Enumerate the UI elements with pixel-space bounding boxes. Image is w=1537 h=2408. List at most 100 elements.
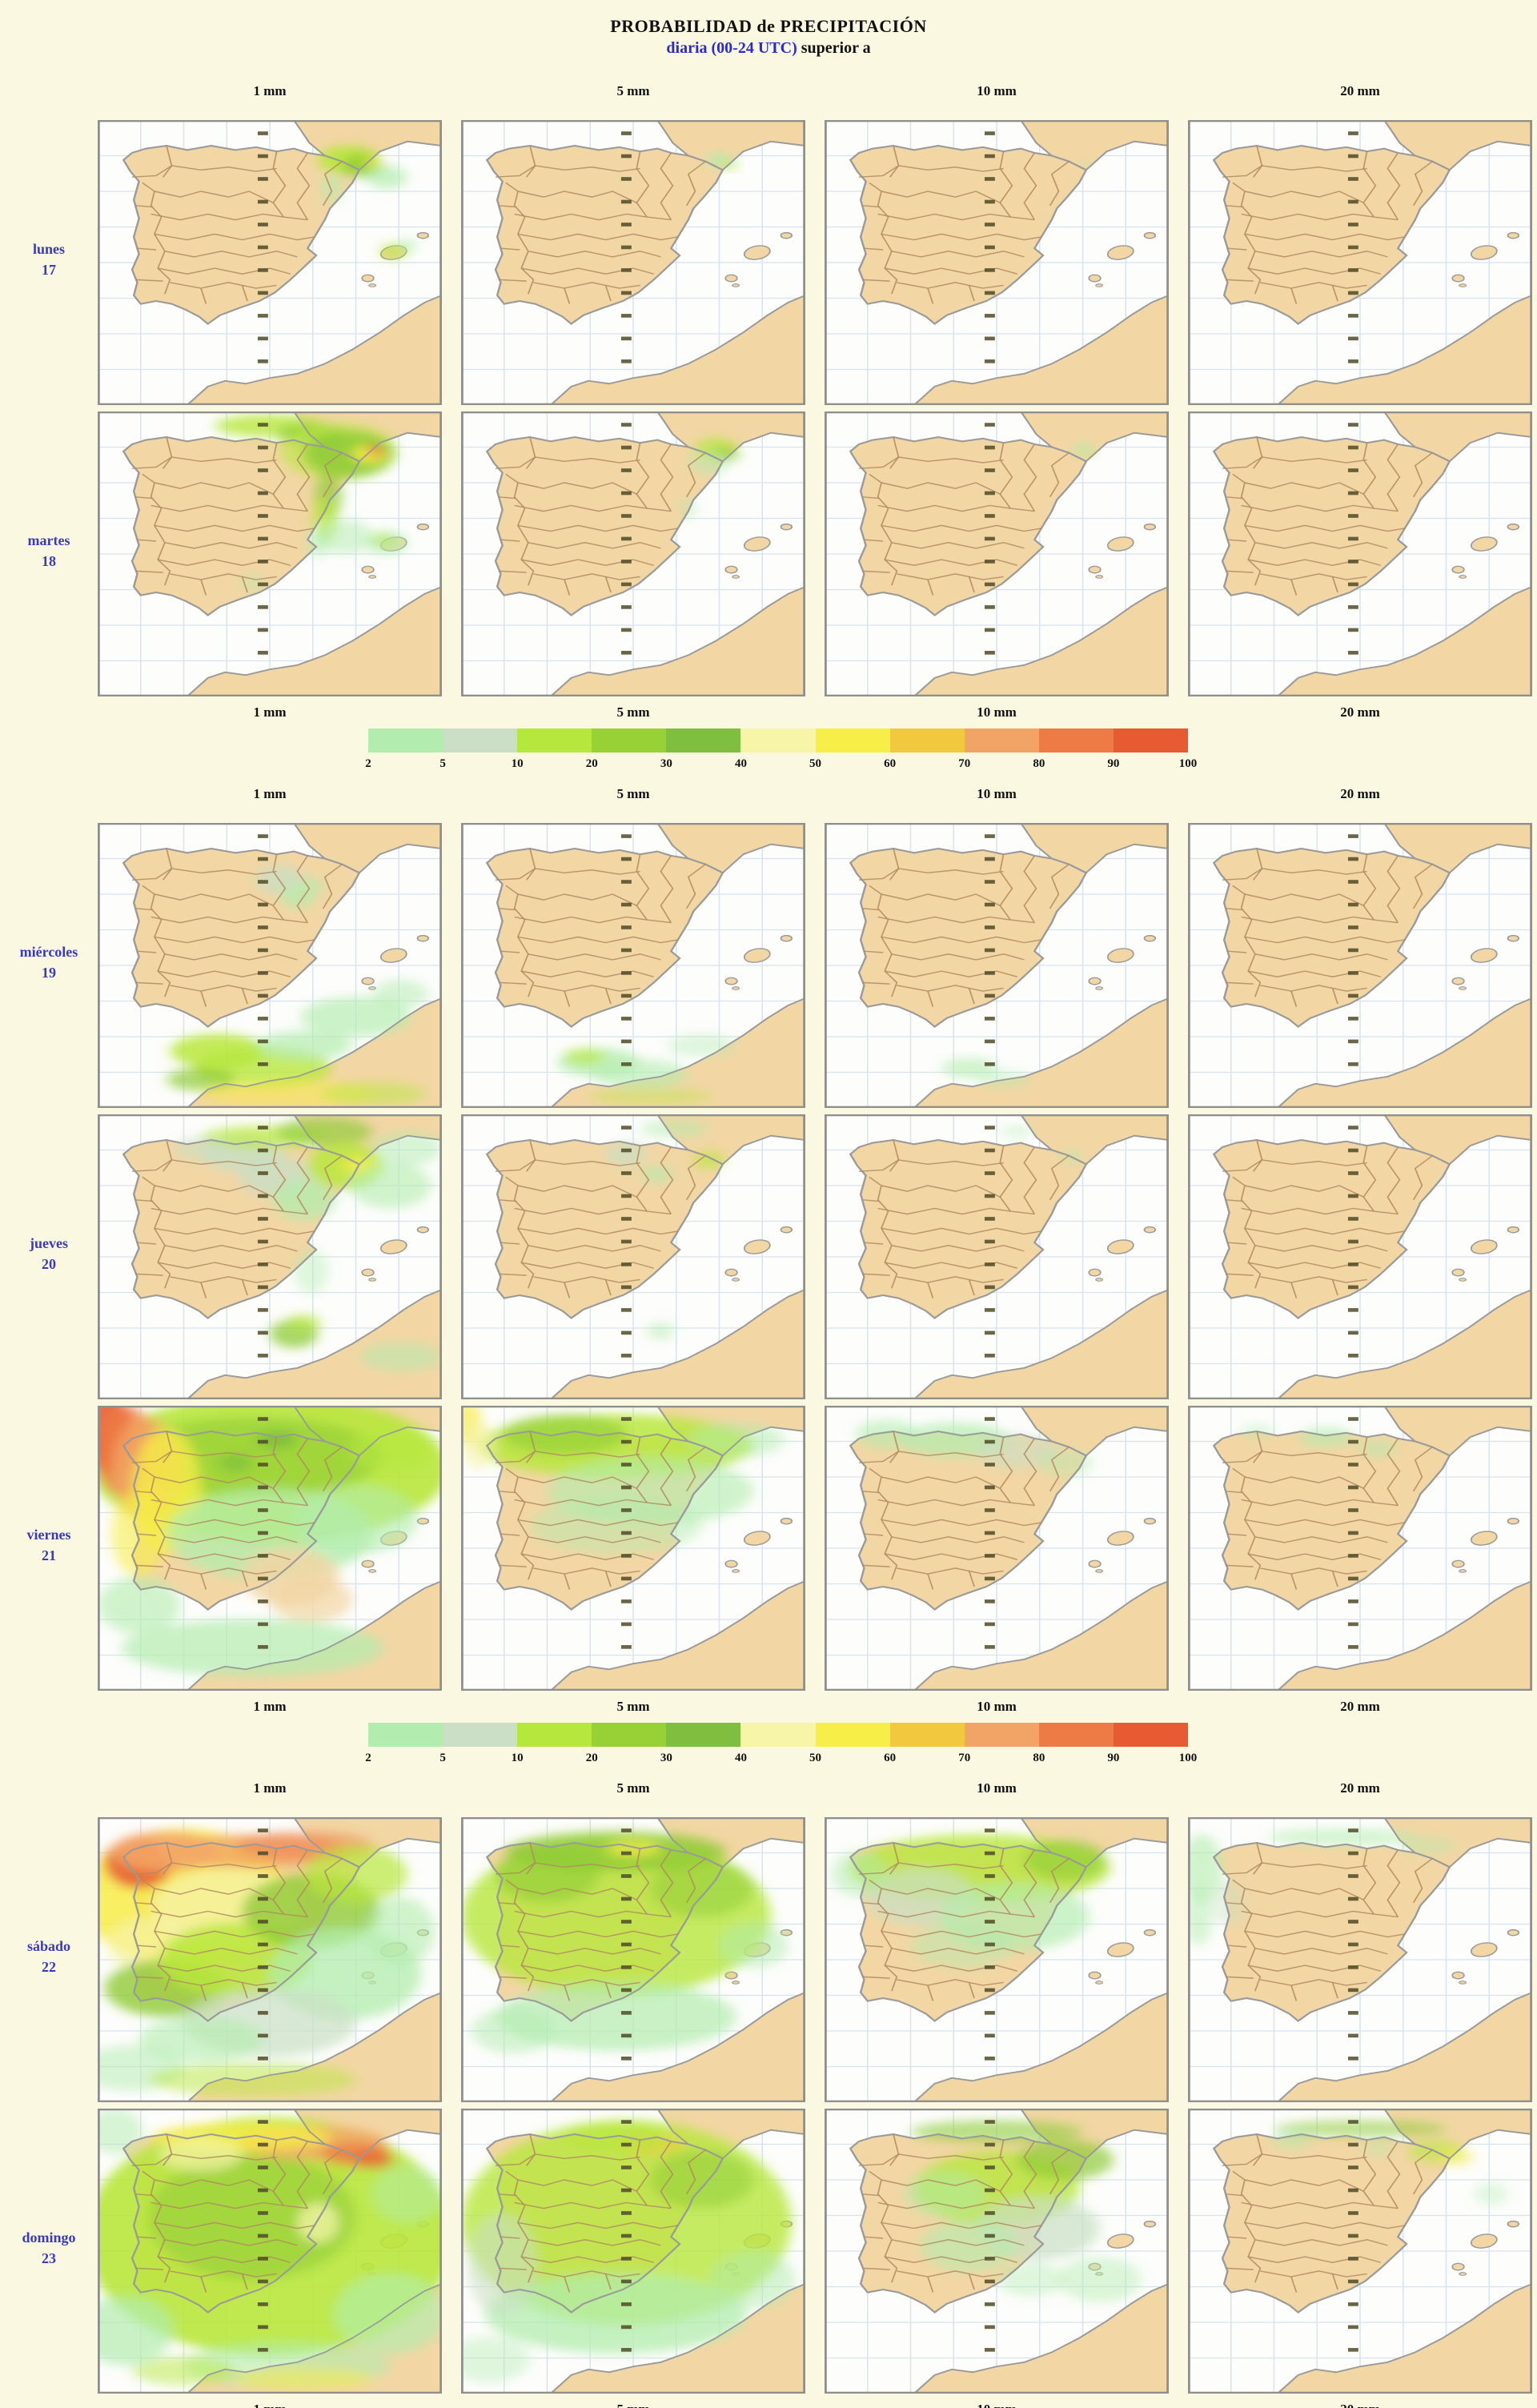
map-sábado-5mm [461,1817,805,2102]
colorbar-segment-8 [964,728,1040,752]
map-miércoles-20mm [1188,823,1532,1108]
map-domingo-10mm [825,2109,1169,2394]
colorbar-segment-2 [517,728,592,752]
map-martes-1mm [98,411,442,696]
map-martes-20mm [1188,411,1532,696]
colorbar-segment-7 [889,728,965,752]
probability-colorbar: 2 5 10 20 30 40 50 60 70 80 90 100 [365,728,1197,770]
threshold-label-bottom-s2-1mm: 1 mm [253,2402,286,2408]
day-number-23: 23 [42,2250,56,2266]
colorbar-segment-6 [815,1723,891,1747]
threshold-label-top-s2-20mm: 20 mm [1340,1780,1380,1796]
colorbar-tick-80: 80 [1033,1752,1045,1764]
row-label-miércoles: miércoles 19 [0,941,98,983]
row-label-viernes: viernes 21 [0,1524,98,1566]
map-viernes-1mm [98,1406,442,1691]
colorbar-segment-6 [815,728,891,752]
colorbar-tick-2: 2 [365,757,371,770]
map-jueves-20mm [1188,1114,1532,1399]
row-label-martes: martes 18 [0,530,98,572]
map-viernes-20mm [1188,1406,1532,1691]
threshold-label-bottom-s1-5mm: 5 mm [616,1699,650,1714]
day-name-miércoles: miércoles [19,944,78,960]
colorbar-segment-9 [1038,1723,1114,1747]
threshold-label-top-s1-5mm: 5 mm [616,786,650,801]
map-jueves-10mm [825,1114,1169,1399]
map-lunes-20mm [1188,120,1532,405]
threshold-label-top-s0-1mm: 1 mm [253,83,287,98]
colorbar-tick-30: 30 [660,1752,672,1764]
colorbar-tick-5: 5 [439,757,446,770]
colorbar-tick-10: 10 [511,757,524,770]
subtitle-period: diaria (00-24 UTC) [666,39,797,57]
colorbar-segment-8 [964,1723,1040,1747]
threshold-label-bottom-s1-1mm: 1 mm [253,1699,287,1714]
threshold-label-top-s1-10mm: 10 mm [977,786,1017,801]
day-name-domingo: domingo [22,2229,76,2245]
colorbar-tick-40: 40 [734,757,747,770]
threshold-label-bottom-s0-1mm: 1 mm [253,704,287,720]
day-name-martes: martes [27,532,70,548]
colorbar-tick-50: 50 [809,757,822,770]
colorbar-segment-1 [443,1723,518,1747]
colorbar-tick-20: 20 [585,757,598,770]
threshold-label-bottom-s0-20mm: 20 mm [1340,704,1380,720]
day-name-sábado: sábado [26,1938,71,1954]
colorbar-segment-7 [889,1723,965,1747]
day-number-22: 22 [42,1959,56,1975]
day-name-jueves: jueves [30,1235,68,1251]
probability-colorbar: 2 5 10 20 30 40 50 60 70 80 90 100 [365,1723,1197,1764]
colorbar-segment-5 [740,1723,817,1747]
colorbar-tick-40: 40 [734,1752,747,1764]
colorbar-tick-60: 60 [884,1752,897,1764]
colorbar-tick-10: 10 [511,1752,524,1764]
threshold-label-bottom-s2-10mm: 10 mm [977,2402,1017,2408]
threshold-label-bottom-s0-5mm: 5 mm [616,704,650,720]
colorbar-tick-70: 70 [958,1752,971,1764]
map-jueves-5mm [461,1114,805,1399]
colorbar-segment-4 [666,728,741,752]
map-domingo-5mm [461,2109,805,2394]
title-block: PROBABILIDAD de PRECIPITACIÓN diaria (00… [0,16,1537,58]
colorbar-segment-3 [592,1723,667,1747]
threshold-label-top-s1-20mm: 20 mm [1340,786,1380,801]
map-martes-10mm [825,411,1169,696]
day-number-20: 20 [42,1256,56,1272]
colorbar-tick-70: 70 [958,757,971,770]
day-name-viernes: viernes [26,1527,71,1543]
row-label-lunes: lunes 17 [0,239,98,280]
map-miércoles-10mm [825,823,1169,1108]
map-domingo-20mm [1188,2109,1532,2394]
map-viernes-10mm [825,1406,1169,1691]
colorbar-tick-90: 90 [1107,1752,1120,1764]
colorbar-tick-100: 100 [1178,757,1198,770]
day-number-18: 18 [42,553,56,569]
colorbar-segment-0 [368,1723,443,1747]
colorbar-segment-4 [666,1723,741,1747]
map-miércoles-1mm [98,823,442,1108]
map-sábado-10mm [825,1817,1169,2102]
map-martes-5mm [461,411,805,696]
threshold-label-top-s0-10mm: 10 mm [977,83,1017,98]
threshold-label-top-s0-20mm: 20 mm [1340,83,1380,98]
colorbar-segment-5 [740,728,817,752]
threshold-label-top-s0-5mm: 5 mm [616,83,650,98]
colorbar-tick-2: 2 [365,1752,371,1764]
colorbar-segment-0 [368,728,443,752]
row-label-sábado: sábado 22 [0,1936,98,1977]
day-number-21: 21 [42,1547,56,1563]
map-miércoles-5mm [461,823,805,1108]
subtitle-suffix: superior a [797,39,871,57]
map-sábado-1mm [98,1817,442,2102]
row-label-domingo: domingo 23 [0,2227,98,2269]
colorbar-segment-2 [517,1723,592,1747]
threshold-label-top-s2-1mm: 1 mm [253,1780,287,1796]
colorbar-segment-10 [1113,728,1189,752]
threshold-label-bottom-s2-20mm: 20 mm [1340,2402,1380,2408]
day-number-19: 19 [42,965,56,981]
day-name-lunes: lunes [32,241,66,257]
colorbar-segment-9 [1038,728,1114,752]
page-title: PROBABILIDAD de PRECIPITACIÓN [610,16,927,36]
threshold-label-top-s2-10mm: 10 mm [977,1780,1017,1796]
